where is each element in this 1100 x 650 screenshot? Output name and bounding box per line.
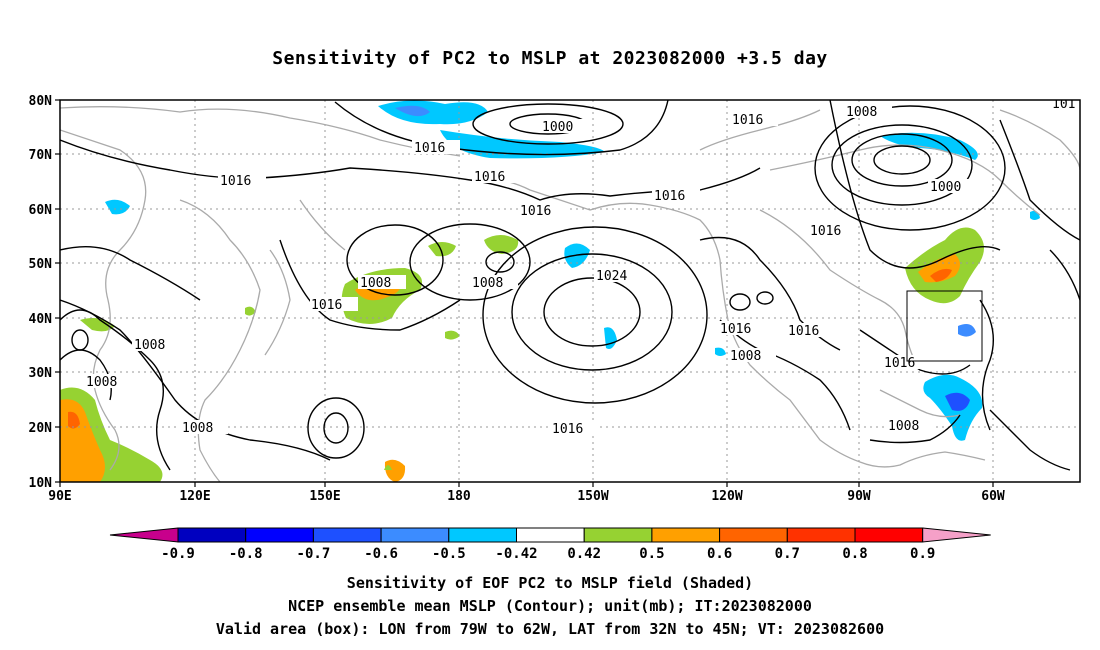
lon-label: 180 <box>447 489 471 504</box>
colorbar-segment <box>177 527 247 543</box>
contour-label: 1008 <box>360 276 391 291</box>
lon-label: 150W <box>577 489 608 504</box>
shade-blob <box>945 392 970 411</box>
coastlines <box>60 106 1080 482</box>
contour-label: 1000 <box>930 180 961 195</box>
lat-label: 10N <box>29 476 53 491</box>
chart-title: Sensitivity of PC2 to MSLP at 2023082000… <box>272 48 828 69</box>
contour-label: 1008 <box>134 338 165 353</box>
contour-label: 1008 <box>846 105 877 120</box>
lat-label: 70N <box>29 148 53 163</box>
colorbar-segment <box>719 527 788 543</box>
colorbar-tick-label: -0.7 <box>297 546 331 562</box>
contour-label: 101 <box>1052 97 1075 112</box>
contour-label: 1016 <box>311 298 342 313</box>
colorbar-tick-label: 0.8 <box>842 546 867 562</box>
colorbar-left-arrow <box>109 527 179 543</box>
contour-labels: 1000 1016 1016 1016 1016 1016 1008 1008 … <box>84 97 1075 437</box>
lon-label: 90E <box>48 489 71 504</box>
lat-label: 20N <box>29 421 53 436</box>
colorbar-segment <box>245 527 314 543</box>
tick-marks <box>55 99 994 487</box>
shade-blob <box>445 330 460 340</box>
contour-label: 1016 <box>810 224 841 239</box>
caption-line-1: Sensitivity of EOF PC2 to MSLP field (Sh… <box>346 574 754 592</box>
shade-blob <box>564 243 590 268</box>
contour-label: 1016 <box>732 113 763 128</box>
contour-label: 1008 <box>182 421 213 436</box>
contour-label: 1016 <box>654 189 685 204</box>
contour-label: 1016 <box>520 204 551 219</box>
contour-label: 1016 <box>720 322 751 337</box>
contour-label: 1008 <box>888 419 919 434</box>
lon-label: 150E <box>309 489 340 504</box>
contour-label: 1008 <box>730 349 761 364</box>
colorbar-tick-label: -0.42 <box>495 546 537 562</box>
colorbar-segment <box>448 527 517 543</box>
lon-label: 120E <box>179 489 210 504</box>
contour-label: 1016 <box>220 174 251 189</box>
colorbar-segment <box>312 527 382 543</box>
valid-area-box <box>906 290 983 362</box>
colorbar-segment <box>854 527 924 543</box>
lat-label: 40N <box>29 312 53 327</box>
latitude-labels: 80N 70N 60N 50N 40N 30N 20N 10N <box>29 94 53 491</box>
colorbar: -0.9 -0.8 -0.7 -0.6 -0.5 -0.42 0.42 0.5 0.6 0.7 0.… <box>109 527 991 562</box>
shade-blob <box>395 105 430 117</box>
colorbar-segment <box>516 527 585 543</box>
contour-label: 1008 <box>86 375 117 390</box>
colorbar-tick-label: 0.7 <box>775 546 800 562</box>
contour-label: 1016 <box>884 356 915 371</box>
lat-label: 30N <box>29 366 53 381</box>
contour-label: 1016 <box>788 324 819 339</box>
shade-blob <box>918 254 960 283</box>
lon-label: 60W <box>981 489 1005 504</box>
contour-label: 1024 <box>596 269 627 284</box>
shade-blob <box>1030 210 1040 220</box>
colorbar-tick-label: 0.9 <box>910 546 935 562</box>
shade-blob <box>958 324 976 337</box>
colorbar-tick-label: 0.42 <box>567 546 601 562</box>
colorbar-segment <box>786 527 856 543</box>
shade-blob <box>384 459 406 482</box>
colorbar-tick-label: 0.5 <box>639 546 664 562</box>
colorbar-tick-label: 0.6 <box>707 546 732 562</box>
colorbar-segment <box>651 527 721 543</box>
colorbar-tick-label: -0.9 <box>161 546 195 562</box>
contour-label: 1016 <box>474 170 505 185</box>
longitude-labels: 90E 120E 150E 180 150W 120W 90W 60W <box>48 489 1005 504</box>
lon-label: 90W <box>847 489 871 504</box>
contour-label: 1016 <box>552 422 583 437</box>
lat-label: 60N <box>29 203 53 218</box>
shade-blob <box>68 411 80 429</box>
shade-blob <box>428 242 456 257</box>
contour-label: 1016 <box>414 141 445 156</box>
shade-blob <box>384 465 392 470</box>
shade-blob <box>604 327 617 349</box>
contour-label: 1008 <box>472 276 503 291</box>
shade-blob <box>105 199 130 215</box>
shade-blob <box>378 100 488 125</box>
shade-blob <box>715 347 726 356</box>
colorbar-right-arrow <box>922 527 991 543</box>
shade-blob <box>880 132 978 160</box>
lat-label: 80N <box>29 94 53 109</box>
shade-blob <box>245 306 256 316</box>
lon-label: 120W <box>711 489 742 504</box>
colorbar-tick-label: -0.5 <box>432 546 466 562</box>
colorbar-tick-label: -0.6 <box>364 546 398 562</box>
map-frame <box>59 99 1081 483</box>
colorbar-segment <box>380 527 450 543</box>
shade-blob <box>484 235 519 254</box>
caption-line-3: Valid area (box): LON from 79W to 62W, L… <box>215 620 885 638</box>
colorbar-segment <box>583 527 653 543</box>
colorbar-tick-label: -0.8 <box>229 546 263 562</box>
shade-blob <box>930 268 952 282</box>
caption-line-2: NCEP ensemble mean MSLP (Contour); unit(… <box>288 597 812 615</box>
lat-label: 50N <box>29 257 53 272</box>
contour-label: 1000 <box>542 120 573 135</box>
